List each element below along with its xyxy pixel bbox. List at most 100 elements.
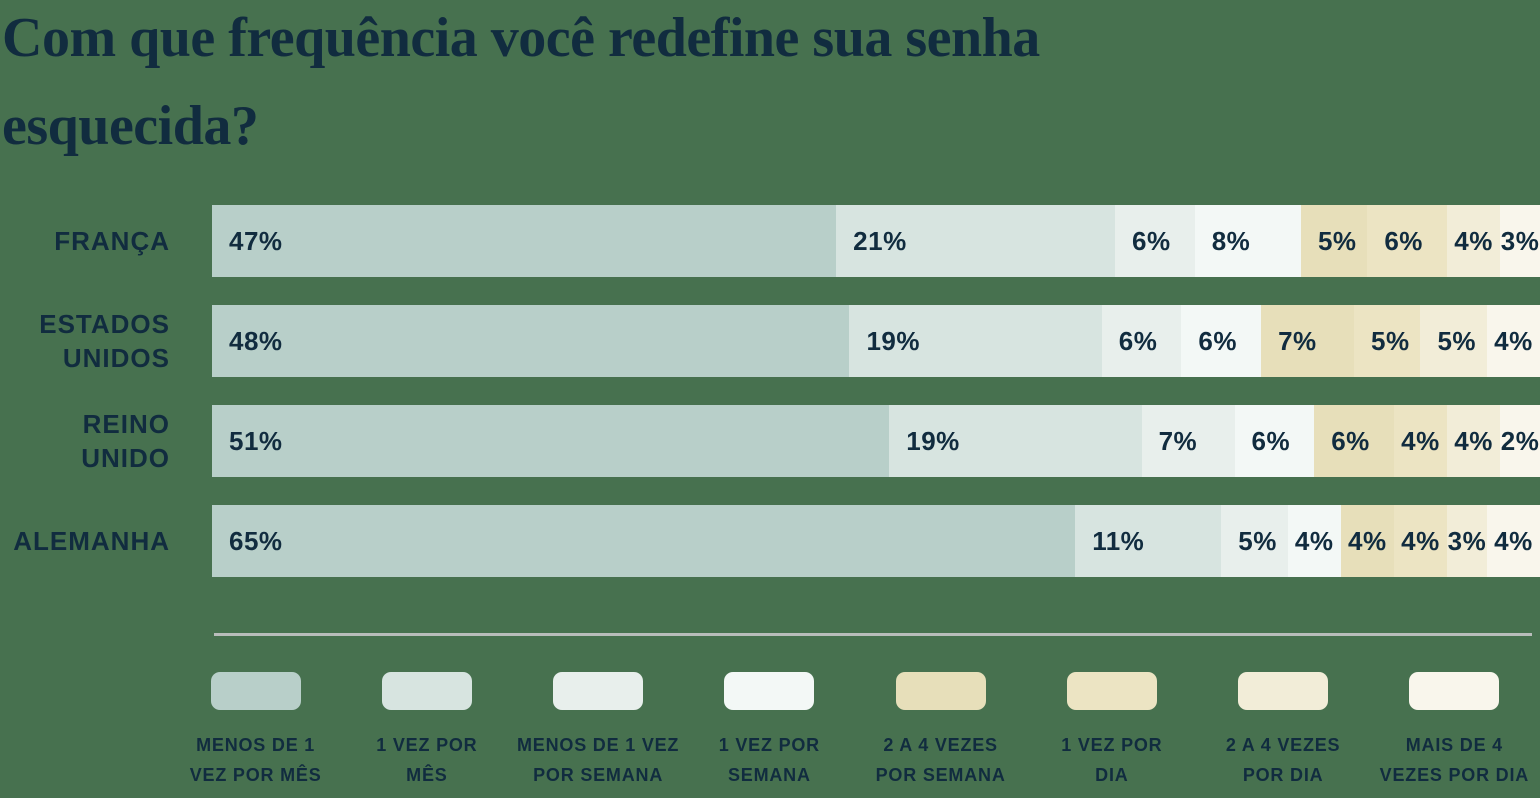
bar-segment: 3% — [1446, 505, 1487, 577]
segment-value-label: 6% — [1132, 225, 1171, 256]
segment-value-label: 21% — [853, 225, 907, 256]
legend-label-line: 1 VEZ POR — [1061, 735, 1163, 755]
legend-label-line: POR SEMANA — [875, 765, 1006, 785]
legend-label: MAIS DE 4 VEZES POR DIA — [1380, 730, 1529, 790]
legend-label-line: 1 VEZ POR — [718, 735, 820, 755]
country-label: FRANÇA — [0, 205, 170, 277]
bar-segment: 47% — [212, 205, 837, 277]
legend-swatch — [553, 672, 644, 710]
segment-value-label: 6% — [1118, 325, 1158, 356]
bar-segment: 21% — [836, 205, 1116, 277]
segment-value-label: 3% — [1447, 525, 1487, 556]
chart-title-line-1: Com que frequência você redefine sua sen… — [2, 7, 1040, 69]
legend-label-line: POR DIA — [1242, 765, 1324, 785]
bar-segment: 4% — [1486, 305, 1540, 377]
bar-segment: 19% — [889, 405, 1142, 477]
bar-segment: 11% — [1075, 505, 1222, 577]
bar-segment: 6% — [1314, 405, 1394, 477]
legend-label-line: 2 A 4 VEZES — [883, 735, 998, 755]
chart-row-2: ESTADOS UNIDOS 48% 19% 6% 6% 7% 5% 5% 4% — [0, 305, 1540, 377]
chart-row-3: REINO UNIDO 51% 19% 7% 6% 6% 4% 4% 2% — [0, 405, 1540, 477]
segment-value-label: 4% — [1348, 525, 1387, 556]
bar-segment: 6% — [1367, 205, 1447, 277]
segment-value-label: 5% — [1437, 325, 1477, 356]
legend-label: 2 A 4 VEZES POR SEMANA — [876, 730, 1006, 790]
chart-row-1: FRANÇA 47% 21% 6% 8% 5% 6% 4% 3% — [0, 205, 1540, 277]
segment-value-label: 4% — [1494, 325, 1533, 356]
segment-value-label: 4% — [1494, 525, 1533, 556]
country-label-line: REINO — [82, 409, 170, 439]
segment-value-label: 11% — [1092, 525, 1145, 556]
legend-label-line: 2 A 4 VEZES — [1225, 735, 1341, 755]
country-label: ESTADOS UNIDOS — [0, 305, 170, 377]
legend-swatch — [895, 672, 986, 710]
segment-value-label: 2% — [1500, 425, 1540, 456]
country-label-line: FRANÇA — [54, 226, 170, 256]
bar-segment: 5% — [1354, 305, 1421, 377]
bar-segment: 4% — [1340, 505, 1394, 577]
bar-segment: 51% — [212, 405, 890, 477]
legend-label-line: MÊS — [406, 765, 448, 785]
bar-segment: 4% — [1393, 405, 1447, 477]
bar-segment: 6% — [1115, 205, 1195, 277]
legend-label: MENOS DE 1 VEZ POR MÊS — [190, 730, 322, 790]
legend-label: 1 VEZ POR DIA — [1061, 730, 1162, 790]
legend-swatch — [1066, 672, 1157, 710]
chart-title-line-2: esquecida? — [2, 95, 259, 157]
country-label-line: UNIDOS — [62, 343, 170, 373]
segment-value-label: 4% — [1454, 225, 1493, 256]
stacked-bar: 48% 19% 6% 6% 7% 5% 5% 4% — [212, 305, 1540, 377]
legend-item-3: MENOS DE 1 VEZ POR SEMANA — [513, 672, 684, 790]
segment-value-label: 3% — [1500, 225, 1540, 256]
legend-label: MENOS DE 1 VEZ POR SEMANA — [517, 730, 679, 790]
bar-segment: 6% — [1101, 305, 1182, 377]
bar-segment: 4% — [1287, 505, 1341, 577]
legend-label: 1 VEZ POR MÊS — [376, 730, 477, 790]
segment-value-label: 65% — [229, 525, 283, 556]
bar-segment: 7% — [1261, 305, 1355, 377]
bar-segment: 2% — [1500, 405, 1540, 477]
segment-value-label: 4% — [1401, 425, 1440, 456]
legend-label-line: VEZ POR MÊS — [189, 765, 322, 785]
chart-title: Com que frequência você redefine sua sen… — [2, 0, 1422, 170]
legend-item-7: 2 A 4 VEZES POR DIA — [1198, 672, 1369, 790]
segment-value-label: 7% — [1158, 425, 1198, 456]
segment-value-label: 5% — [1371, 325, 1410, 356]
legend-swatch — [210, 672, 301, 710]
stacked-bar: 65% 11% 5% 4% 4% 4% 3% 4% — [212, 505, 1540, 577]
country-label-line: ESTADOS — [39, 309, 170, 339]
bar-segment: 7% — [1141, 405, 1235, 477]
segment-value-label: 4% — [1401, 525, 1440, 556]
legend-item-5: 2 A 4 VEZES POR SEMANA — [855, 672, 1026, 790]
segment-value-label: 5% — [1238, 525, 1277, 556]
bar-segment: 5% — [1300, 205, 1368, 277]
bar-segment: 4% — [1447, 205, 1501, 277]
segment-value-label: 51% — [229, 425, 283, 456]
legend-item-2: 1 VEZ POR MÊS — [341, 672, 512, 790]
segment-value-label: 8% — [1211, 225, 1251, 256]
legend-label-line: SEMANA — [727, 765, 811, 785]
bar-segment: 4% — [1393, 505, 1447, 577]
segment-value-label: 6% — [1198, 325, 1237, 356]
segment-value-label: 47% — [229, 225, 283, 256]
segment-value-label: 19% — [906, 425, 960, 456]
segment-value-label: 7% — [1278, 325, 1317, 356]
bar-segment: 48% — [212, 305, 850, 377]
legend-label-line: MENOS DE 1 VEZ — [517, 735, 680, 755]
legend-swatch — [1238, 672, 1329, 710]
segment-value-label: 48% — [229, 325, 283, 356]
legend-label-line: 1 VEZ POR — [376, 735, 478, 755]
legend-swatch — [724, 672, 815, 710]
bar-segment: 19% — [849, 305, 1102, 377]
bar-segment: 8% — [1194, 205, 1301, 277]
bar-segment: 5% — [1221, 505, 1288, 577]
bar-segment: 3% — [1500, 205, 1540, 277]
legend-separator-line — [214, 633, 1532, 636]
legend-item-1: MENOS DE 1 VEZ POR MÊS — [170, 672, 341, 790]
bar-segment: 65% — [212, 505, 1076, 577]
segment-value-label: 4% — [1294, 525, 1334, 556]
chart-legend: MENOS DE 1 VEZ POR MÊS 1 VEZ POR MÊS MENOS D… — [170, 672, 1540, 790]
bar-segment: 6% — [1181, 305, 1262, 377]
bar-segment: 5% — [1420, 305, 1487, 377]
stacked-bar: 51% 19% 7% 6% 6% 4% 4% 2% — [212, 405, 1540, 477]
